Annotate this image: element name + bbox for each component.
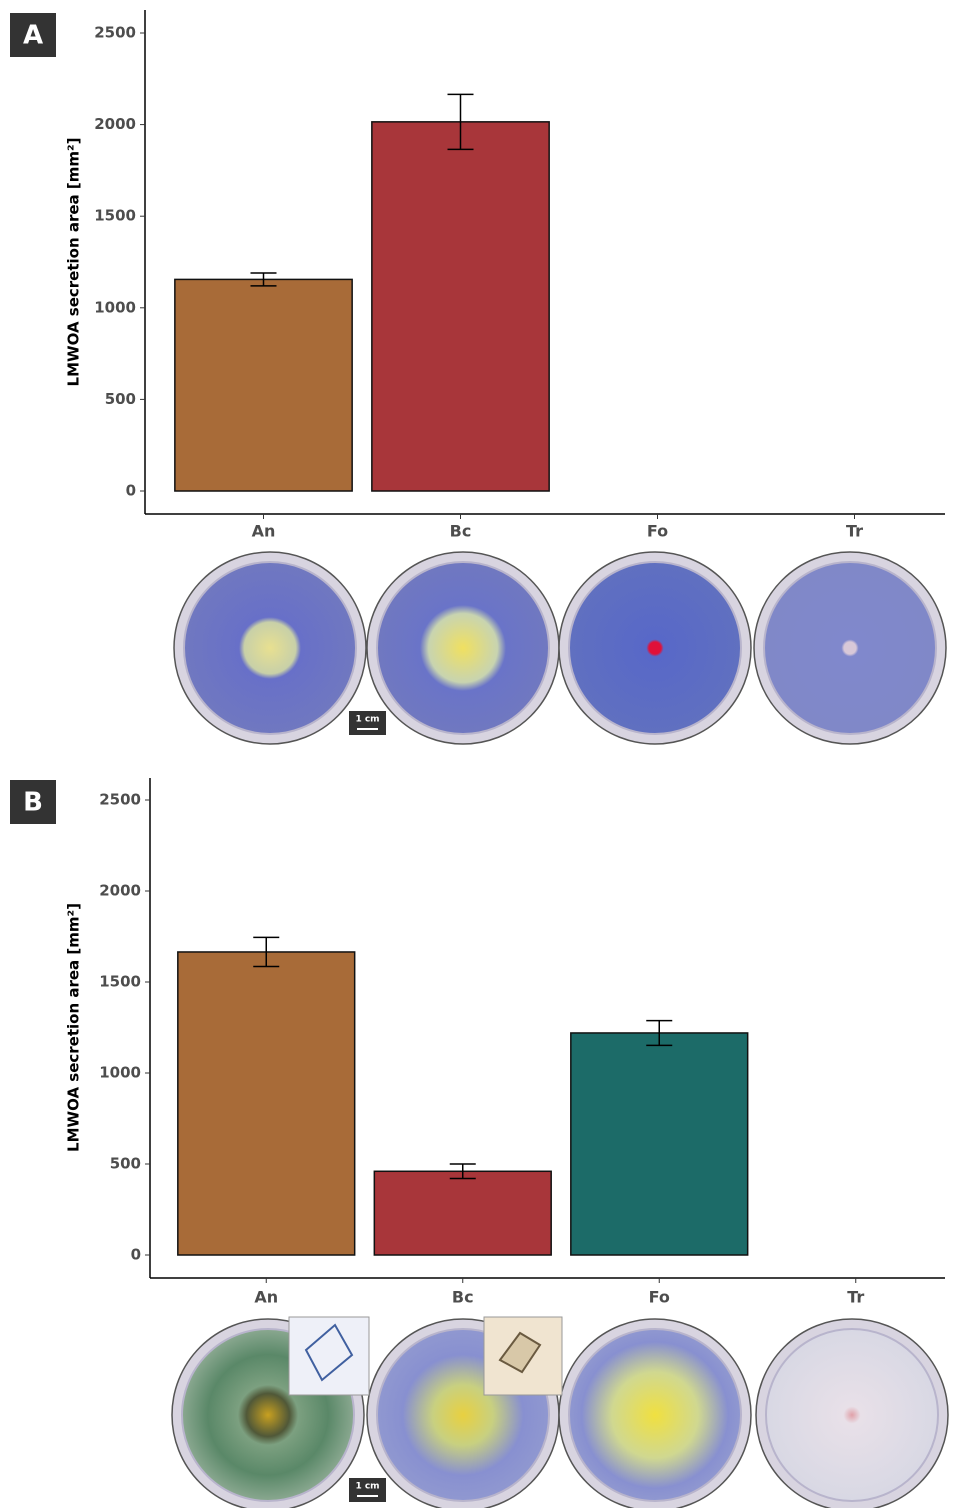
bar	[374, 1171, 551, 1255]
x-tick-label: Tr	[847, 1288, 864, 1307]
x-tick-label: Fo	[649, 1288, 670, 1307]
y-tick-label: 0	[126, 482, 136, 500]
scale-bar-label: 1 cm	[355, 715, 379, 725]
petri-dish	[569, 562, 741, 734]
x-tick-label: Fo	[647, 522, 668, 541]
y-tick-label: 2500	[99, 791, 141, 809]
bar	[178, 952, 355, 1255]
y-tick-label: 2500	[94, 24, 136, 42]
x-tick-label: Bc	[452, 1288, 474, 1307]
petri-dish	[377, 562, 549, 734]
petri-dish	[569, 1329, 741, 1501]
y-tick-label: 1500	[99, 973, 141, 991]
y-tick-label: 2000	[94, 115, 136, 133]
y-tick-label: 500	[105, 390, 136, 408]
crystal-inset	[289, 1317, 369, 1395]
y-tick-label: 1000	[94, 298, 136, 316]
x-tick-label: An	[254, 1288, 278, 1307]
y-tick-label: 2000	[99, 882, 141, 900]
petri-dish	[766, 1329, 938, 1501]
bar	[372, 122, 549, 491]
petri-dish	[184, 562, 356, 734]
x-tick-label: Tr	[846, 522, 863, 541]
y-tick-label: 500	[110, 1155, 141, 1173]
figure: A 0 500 1000 1500 2000 2500 LMWOA secretion are…	[0, 0, 960, 1508]
panel-label: A	[23, 21, 43, 51]
scale-bar-label: 1 cm	[355, 1482, 379, 1492]
x-tick-label: Bc	[450, 522, 472, 541]
bar	[571, 1033, 748, 1255]
y-tick-label: 1500	[94, 207, 136, 225]
bar	[175, 279, 352, 491]
panel-label: B	[23, 788, 43, 818]
petri-dish	[764, 562, 936, 734]
x-tick-label: An	[252, 522, 276, 541]
y-axis-label: LMWOA secretion area [mm²]	[65, 903, 83, 1152]
y-tick-label: 0	[131, 1246, 141, 1264]
y-axis-label: LMWOA secretion area [mm²]	[65, 138, 83, 387]
y-tick-label: 1000	[99, 1064, 141, 1082]
